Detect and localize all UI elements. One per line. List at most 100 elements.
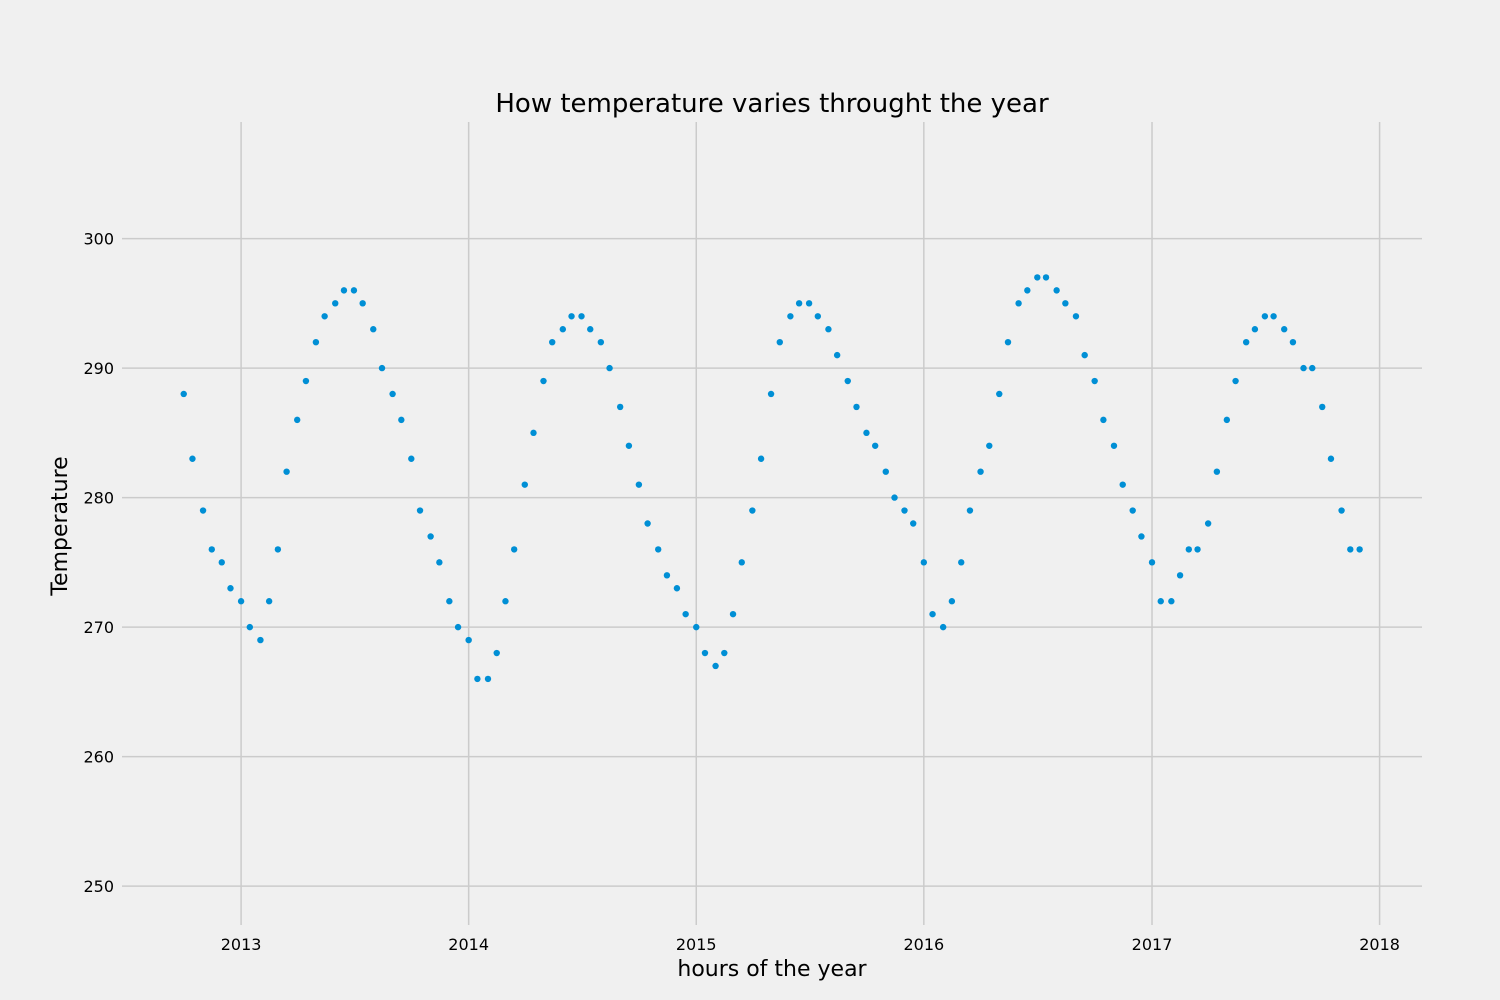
data-point: [1223, 416, 1231, 424]
data-point: [340, 287, 348, 294]
data-point: [1062, 300, 1069, 307]
data-point: [350, 287, 358, 294]
scatter-points: [180, 274, 1363, 683]
data-point: [246, 623, 254, 631]
data-point: [540, 377, 547, 385]
data-point: [218, 559, 225, 566]
data-point: [1261, 313, 1269, 320]
data-point: [795, 300, 803, 307]
data-point: [1232, 377, 1239, 385]
data-point: [616, 403, 624, 411]
y-tick-label: 260: [83, 748, 114, 767]
data-point: [398, 416, 405, 424]
data-point: [1053, 287, 1060, 294]
data-point: [370, 326, 377, 333]
data-point: [294, 416, 301, 424]
data-point: [359, 300, 366, 307]
data-point: [767, 390, 775, 398]
data-point: [655, 546, 662, 553]
data-point: [332, 300, 339, 307]
y-tick-label: 270: [83, 618, 114, 637]
data-point: [568, 313, 575, 320]
data-point: [484, 675, 492, 683]
data-point: [749, 507, 756, 514]
data-point: [1157, 598, 1164, 605]
data-point: [199, 507, 207, 514]
data-point: [1204, 520, 1212, 527]
data-point: [673, 585, 681, 592]
data-point: [1004, 338, 1012, 346]
data-point: [1327, 455, 1335, 462]
chart-title: How temperature varies throught the year: [495, 89, 1049, 119]
data-point: [787, 313, 794, 320]
data-point: [1194, 546, 1201, 553]
data-point: [738, 559, 745, 566]
data-point: [1185, 546, 1193, 553]
data-point: [1319, 403, 1326, 411]
data-point: [958, 559, 965, 566]
data-point: [312, 338, 320, 346]
data-point: [597, 338, 605, 346]
data-point: [833, 351, 841, 359]
data-point: [996, 390, 1003, 398]
data-point: [321, 313, 328, 320]
data-point: [863, 429, 870, 437]
data-point: [587, 326, 594, 333]
data-point: [844, 377, 851, 385]
data-point: [180, 390, 187, 398]
data-point: [493, 649, 500, 657]
data-point: [416, 507, 424, 514]
x-tick-label: 2017: [1132, 935, 1173, 954]
data-point: [1034, 274, 1041, 281]
data-point: [721, 649, 728, 657]
data-point: [389, 390, 396, 398]
y-axis-label: Temperature: [48, 456, 73, 596]
data-point: [805, 300, 813, 307]
data-point: [1300, 364, 1307, 372]
data-point: [1289, 338, 1297, 346]
data-point: [701, 649, 709, 657]
data-point: [208, 546, 215, 553]
data-point: [663, 572, 671, 579]
data-point: [274, 546, 282, 553]
data-point: [436, 559, 443, 566]
data-point: [227, 585, 234, 592]
data-point: [625, 442, 633, 449]
data-point: [682, 610, 689, 618]
data-point: [1338, 507, 1345, 514]
data-point: [986, 442, 993, 449]
data-point: [939, 623, 947, 631]
data-point: [1072, 313, 1080, 320]
data-point: [814, 313, 822, 320]
data-point: [910, 520, 917, 527]
data-point: [853, 403, 860, 411]
data-point: [1042, 274, 1050, 281]
data-point: [635, 481, 643, 488]
data-point: [1119, 481, 1126, 488]
data-point: [502, 598, 509, 605]
data-point: [257, 636, 264, 644]
data-point: [1281, 326, 1288, 333]
data-point: [977, 468, 984, 475]
data-point: [189, 455, 196, 462]
data-point: [1015, 300, 1022, 307]
x-axis-label: hours of the year: [677, 957, 867, 982]
data-point: [465, 636, 472, 644]
data-point: [1347, 546, 1354, 553]
data-point: [871, 442, 879, 449]
data-point: [1356, 546, 1363, 553]
data-point: [510, 546, 518, 553]
data-point: [901, 507, 908, 514]
data-point: [1091, 377, 1098, 385]
y-tick-labels: 250 260 270 280 290 300: [83, 230, 114, 897]
data-point: [825, 326, 832, 333]
data-point: [1168, 598, 1175, 605]
data-point: [1309, 364, 1316, 372]
data-point: [530, 429, 537, 437]
data-point: [378, 364, 386, 372]
data-point: [427, 533, 434, 540]
data-point: [1129, 507, 1136, 514]
data-point: [966, 507, 974, 514]
data-point: [521, 481, 528, 488]
